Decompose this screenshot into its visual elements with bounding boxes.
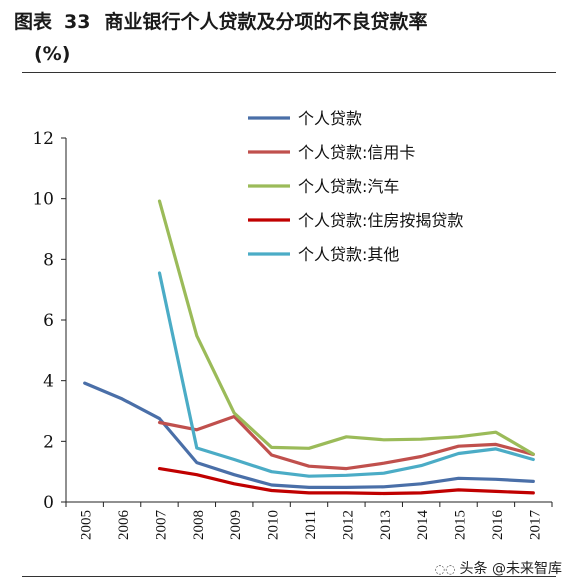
- y-tick-label: 4: [43, 372, 54, 392]
- x-tick-label: 2017: [527, 510, 543, 541]
- series-line: [157, 271, 535, 478]
- x-tick-label: 2014: [415, 510, 431, 541]
- y-tick-label: 8: [43, 250, 54, 270]
- y-tick-label: 2: [43, 432, 54, 452]
- caption-number: 33: [64, 11, 91, 33]
- y-tick-label: 0: [43, 493, 54, 513]
- legend-label: 个人贷款: [298, 109, 362, 128]
- x-tick-label: 2010: [266, 510, 282, 540]
- x-tick-label: 2013: [378, 510, 394, 540]
- legend-label: 个人贷款:住房按揭贷款: [298, 211, 463, 230]
- y-tick-label: 12: [32, 129, 54, 149]
- chart-caption: 图表 33 商业银行个人贷款及分项的不良贷款率 (%): [14, 6, 562, 70]
- series-line: [157, 414, 535, 471]
- x-tick-label: 2009: [228, 510, 244, 540]
- legend-label: 个人贷款:汽车: [298, 177, 399, 196]
- series-line: [83, 381, 535, 489]
- y-tick-label: 10: [32, 190, 54, 210]
- x-tick-label: 2008: [191, 510, 207, 540]
- legend-label: 个人贷款:其他: [298, 245, 399, 264]
- series-line: [157, 199, 535, 456]
- x-tick-label: 2007: [153, 510, 169, 541]
- chat-bubble-icon: ◌◌: [434, 562, 456, 576]
- legend-label: 个人贷款:信用卡: [298, 143, 415, 162]
- x-tick-label: 2006: [116, 510, 132, 541]
- x-tick-label: 2015: [453, 510, 469, 540]
- x-tick-label: 2011: [303, 510, 319, 539]
- x-tick-label: 2012: [340, 510, 356, 540]
- caption-label: 图表: [14, 11, 53, 33]
- top-rule: [22, 72, 556, 73]
- watermark-text: 头条 @未来智库: [459, 561, 562, 577]
- chart-title: 商业银行个人贷款及分项的不良贷款率: [104, 11, 428, 33]
- x-tick-label: 2005: [79, 510, 95, 540]
- x-tick-label: 2016: [490, 510, 506, 540]
- y-tick-label: 6: [43, 311, 54, 331]
- series-line: [157, 467, 535, 496]
- unit-label: (%): [34, 43, 71, 65]
- bottom-rule: [22, 576, 556, 577]
- watermark: ◌◌ 头条 @未来智库: [435, 558, 562, 578]
